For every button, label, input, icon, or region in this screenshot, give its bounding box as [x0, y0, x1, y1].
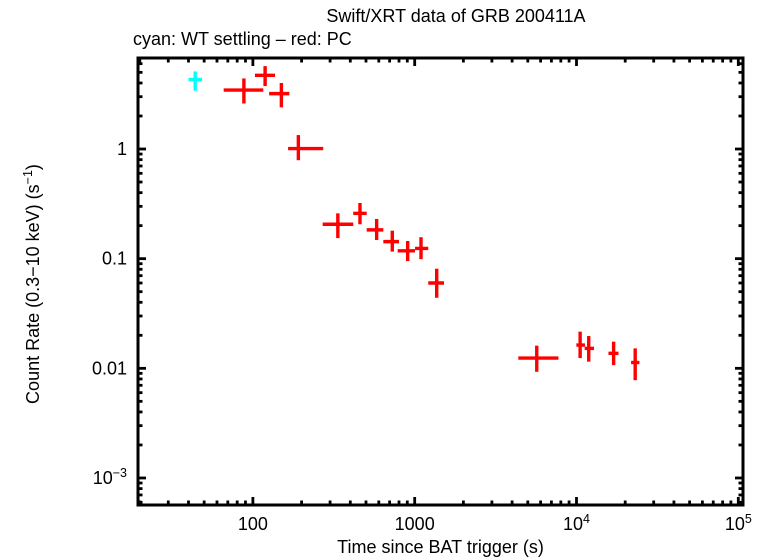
chart-title: Swift/XRT data of GRB 200411A [326, 6, 586, 26]
series-wt-settling [188, 71, 203, 91]
data-point [366, 218, 384, 240]
data-point [322, 213, 354, 239]
data-point [584, 336, 595, 362]
data-point [576, 331, 585, 359]
data-point [415, 237, 429, 260]
data-point [223, 78, 264, 104]
data-point [353, 202, 367, 225]
x-tick-label: 104 [563, 512, 590, 534]
data-point [608, 341, 619, 366]
series-pc [223, 66, 640, 381]
y-tick-label: 10−3 [93, 466, 127, 488]
data-point [254, 66, 276, 87]
legend-note: cyan: WT settling – red: PC [133, 29, 352, 49]
y-axis-label: Count Rate (0.3−10 keV) (s−1) [21, 164, 43, 404]
data-point [631, 348, 640, 381]
data-point [383, 230, 400, 252]
data-point [428, 268, 445, 298]
y-tick-label: 0.01 [92, 358, 127, 378]
data-point [397, 240, 416, 262]
x-tick-label: 105 [725, 512, 752, 534]
y-tick-label: 0.1 [102, 249, 127, 269]
data-point [518, 345, 559, 372]
x-tick-label: 100 [238, 514, 268, 534]
data-point [269, 82, 290, 108]
x-axis-label: Time since BAT trigger (s) [337, 537, 544, 557]
data-point [288, 135, 324, 161]
y-tick-label: 1 [117, 139, 127, 159]
x-tick-label: 1000 [395, 514, 435, 534]
plot-frame [136, 56, 745, 507]
data-point [188, 71, 203, 91]
